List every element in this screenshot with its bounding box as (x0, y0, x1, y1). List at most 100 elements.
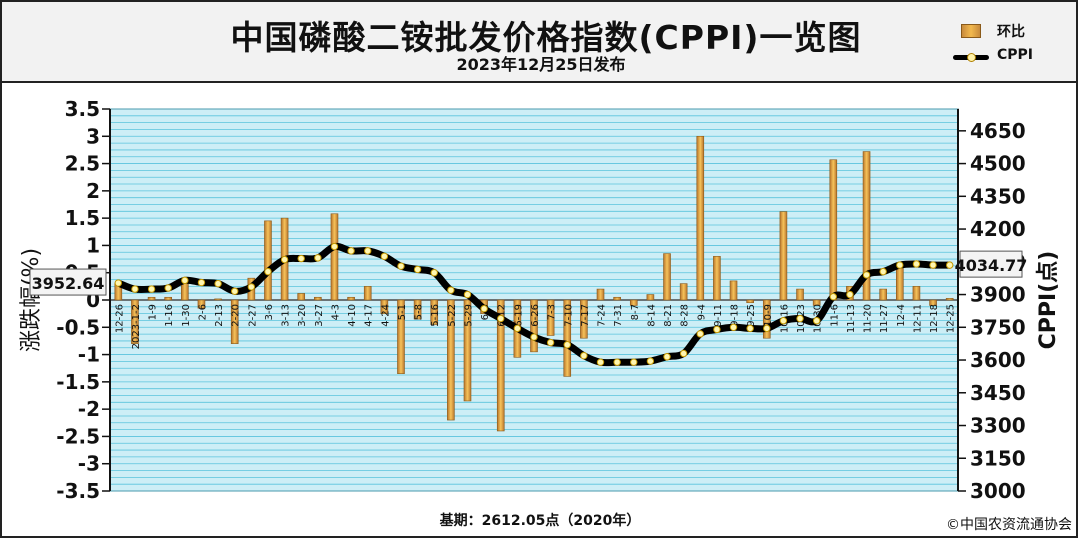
x-tick-label: 1-30 (181, 304, 192, 327)
bar (646, 294, 655, 301)
x-tick-label: 8-14 (646, 304, 657, 327)
y2-tick-label: 4650 (970, 119, 1026, 143)
cppi-point (114, 279, 123, 287)
y2-tick-label: 3450 (970, 381, 1026, 405)
x-tick-label: 3-6 (264, 304, 275, 320)
cppi-point (812, 317, 821, 325)
cppi-point (314, 254, 322, 262)
chart-title: 中国磷酸二铵批发价格指数(CPPI)一览图 (230, 18, 862, 57)
cppi-point (912, 260, 921, 268)
bar (314, 296, 322, 301)
cppi-point (663, 353, 671, 361)
legend-label-cppi: CPPI (997, 47, 1034, 63)
x-tick-label: 1-16 (164, 304, 175, 327)
cppi-point (563, 341, 571, 349)
x-tick-label: 8-21 (663, 304, 674, 327)
y2-tick-label: 3600 (970, 348, 1026, 372)
bar (912, 286, 921, 301)
bar (779, 211, 788, 301)
x-tick-label: 7-10 (563, 304, 574, 327)
legend: 环比 CPPI (953, 19, 1063, 75)
y2-tick-label: 4350 (970, 184, 1026, 208)
x-tick-label: 5-1 (397, 304, 408, 320)
start-value-label: 3952.64 (32, 274, 105, 293)
cppi-point (181, 276, 189, 285)
bar (829, 159, 838, 301)
cppi-point (896, 261, 904, 269)
x-tick-label: 6-19 (513, 304, 524, 327)
x-tick-label: 3-27 (314, 304, 325, 327)
x-tick-label: 12-4 (896, 304, 907, 327)
cppi-point (779, 317, 788, 325)
legend-label-mom: 环比 (997, 24, 1025, 40)
header-panel: 中国磷酸二铵批发价格指数(CPPI)一览图 2023年12月25日发布 环比 C… (1, 1, 1077, 83)
x-tick-label: 4-3 (330, 304, 341, 320)
x-tick-label: 6-26 (530, 304, 541, 327)
y2-tick-label: 3750 (970, 315, 1026, 339)
start-value-box (29, 268, 107, 296)
x-tick-label: 4-24 (380, 304, 391, 327)
x-tick-label: 12-25 (946, 304, 957, 333)
bar (629, 299, 638, 306)
legend-dot-swatch (967, 53, 976, 62)
y-tick-label: -2 (78, 397, 100, 421)
y-tick-label: -3.5 (56, 479, 100, 503)
cppi-point (447, 286, 455, 294)
bar (746, 299, 754, 304)
y-tick-label: 2.5 (65, 152, 100, 176)
cppi-point (879, 267, 887, 276)
cppi-point (646, 357, 655, 365)
y2-tick-label: 4500 (970, 152, 1026, 176)
bar (347, 296, 355, 301)
bar (197, 299, 206, 309)
x-tick-label: 2-13 (214, 304, 225, 327)
bar (663, 253, 671, 301)
cppi-point (679, 349, 688, 358)
y-tick-label: -1 (78, 343, 100, 367)
bar (330, 213, 339, 301)
x-tick-label: 2-6 (197, 304, 208, 320)
x-tick-label: 7-31 (613, 304, 624, 327)
x-tick-label: 2-27 (247, 304, 258, 327)
bar (729, 280, 738, 301)
cppi-point (397, 262, 405, 270)
bar (679, 283, 688, 301)
cppi-point (729, 323, 738, 331)
cppi-point (197, 278, 206, 287)
bar (613, 296, 621, 301)
bar (463, 299, 472, 402)
y-tick-label: -0.5 (56, 315, 100, 339)
bar (147, 296, 156, 301)
cppi-point (929, 261, 937, 269)
x-tick-label: 11-27 (879, 304, 890, 333)
bar (230, 299, 239, 344)
bar (264, 220, 272, 301)
footer-base-note: 基期：2612.05点（2020年） (439, 513, 641, 529)
bar (496, 299, 505, 432)
cppi-point (696, 330, 704, 338)
cppi-point (147, 285, 156, 293)
x-tick-label: 4-10 (347, 304, 358, 327)
bar (862, 151, 871, 301)
bar (596, 288, 605, 301)
cppi-point (630, 358, 638, 366)
bar (447, 299, 455, 421)
bar (896, 266, 904, 301)
x-tick-label: 3-20 (297, 304, 308, 327)
cppi-point (413, 265, 422, 274)
x-tick-label: 9-11 (713, 304, 724, 327)
bar (580, 299, 588, 339)
cppi-point (746, 324, 754, 333)
cppi-point (829, 293, 837, 301)
end-value-box (959, 250, 1023, 278)
x-tick-label: 9-4 (696, 304, 707, 320)
x-tick-label: 3-13 (281, 304, 292, 327)
cppi-point (131, 285, 139, 293)
cppi-point (796, 314, 804, 323)
y2-tick-label: 3150 (970, 446, 1026, 470)
cppi-point (763, 324, 771, 333)
y-tick-label: 3 (86, 124, 100, 148)
y-tick-label: -3 (78, 452, 100, 476)
